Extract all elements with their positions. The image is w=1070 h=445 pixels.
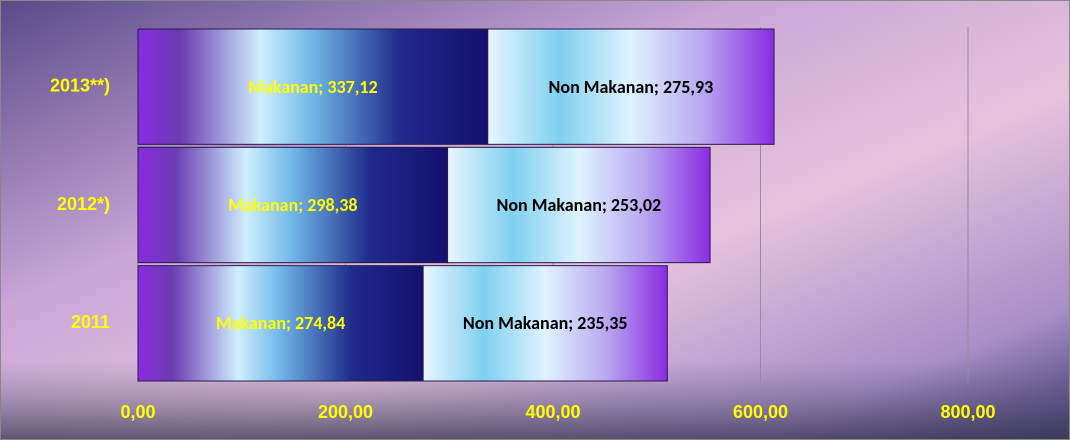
y-tick-label: 2013**) [50,75,110,95]
x-tick-label: 800,00 [940,402,995,422]
value-label: Non Makanan; 253,02 [458,147,701,262]
x-tick-label: 200,00 [318,402,373,422]
chart: 0,00 200,00 400,00 600,00 800,00 2011 Makanan;… [0,0,1070,440]
value-label: Makanan; 274,84 [148,266,413,381]
value-label: Makanan; 337,12 [148,29,478,144]
value-label-box: Makanan; 274,84 [148,266,413,381]
x-tick-label: 400,00 [525,402,580,422]
value-label: Non Makanan; 235,35 [433,266,657,381]
x-tick-label: 0,00 [120,402,155,422]
y-tick-label: 2011 [71,312,110,332]
value-label-box: Non Makanan; 235,35 [433,266,657,381]
value-label-box: Makanan; 298,38 [148,147,438,262]
y-tick-label: 2012*) [57,194,110,214]
value-label-box: Non Makanan; 275,93 [498,29,764,144]
value-label-box: Non Makanan; 253,02 [458,147,701,262]
x-tick-label: 600,00 [733,402,788,422]
value-label-box: Makanan; 337,12 [148,29,478,144]
value-label: Non Makanan; 275,93 [498,29,764,144]
value-label: Makanan; 298,38 [148,147,438,262]
